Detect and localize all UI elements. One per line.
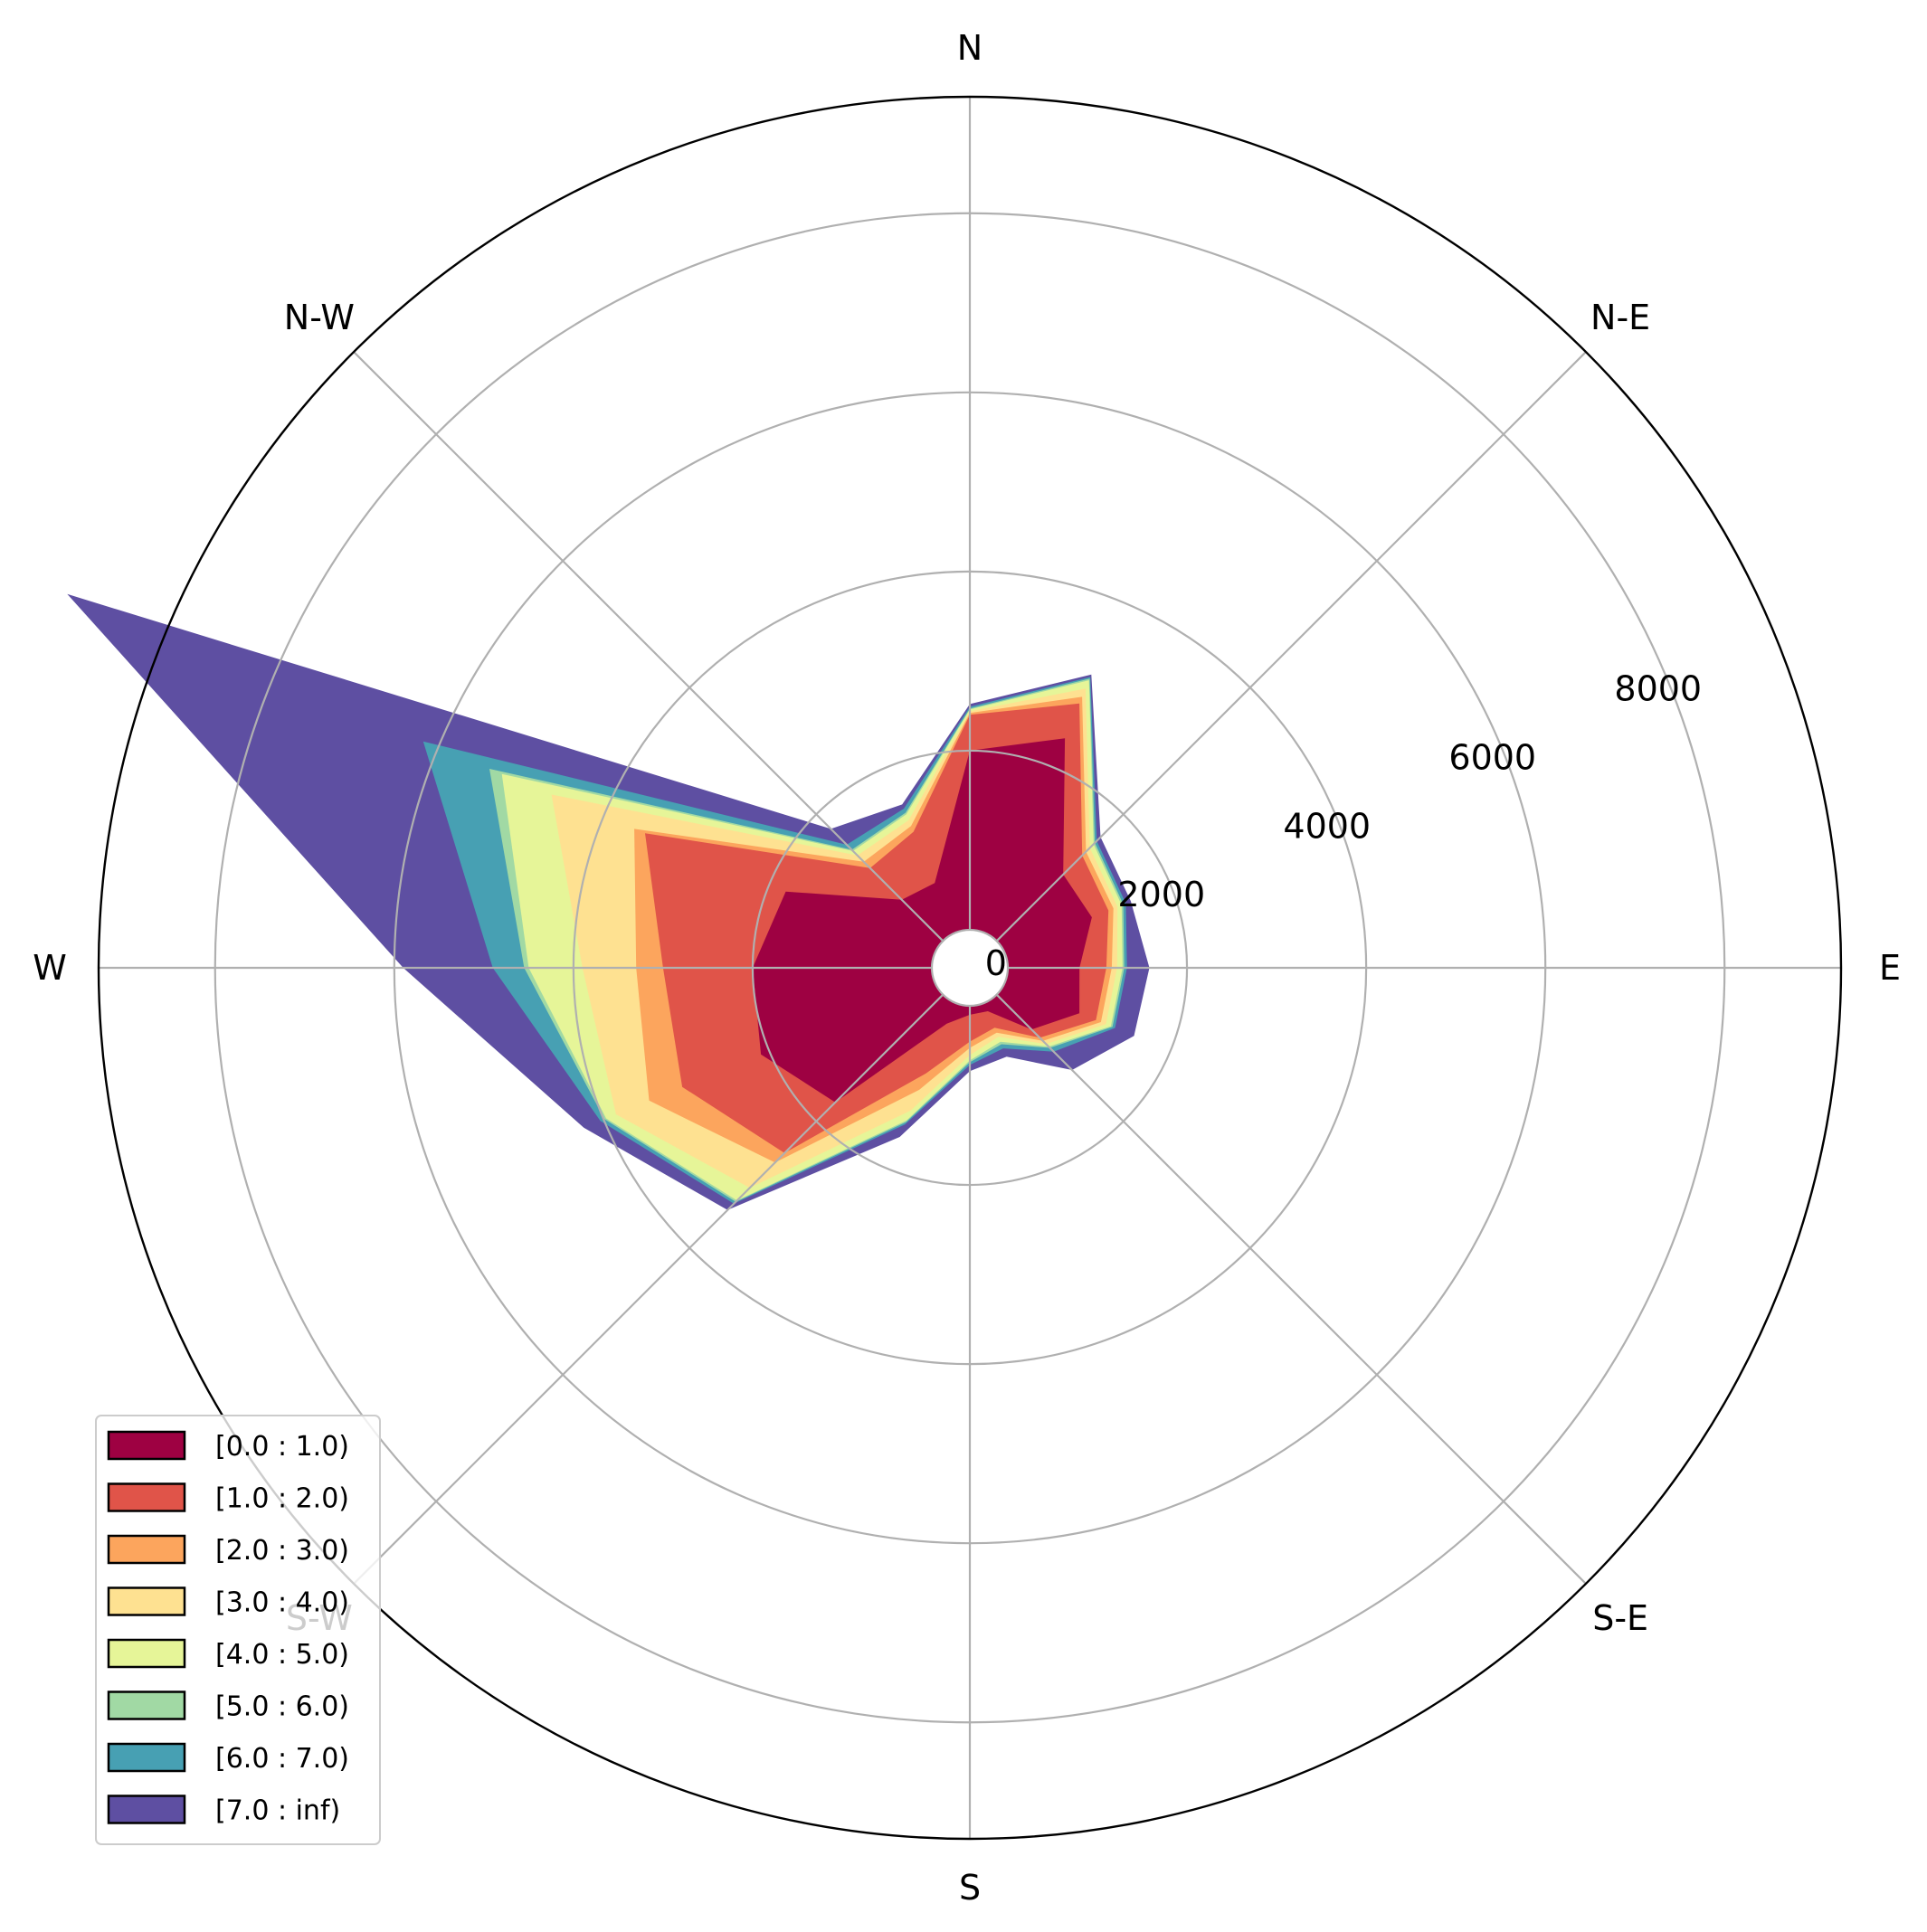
legend: [0.0 : 1.0) [1.0 : 2.0) [2.0 : 3.0) [3.0 : … bbox=[95, 1415, 381, 1845]
legend-swatch-7 bbox=[107, 1795, 186, 1824]
legend-label-5: [5.0 : 6.0) bbox=[215, 1691, 349, 1723]
radial-tick-0: 0 bbox=[985, 943, 1007, 983]
grid-spoke-7 bbox=[353, 351, 945, 942]
legend-swatch-6 bbox=[107, 1742, 186, 1773]
outer-ring bbox=[97, 95, 1843, 1841]
grid-spoke-1 bbox=[995, 351, 1587, 942]
direction-label-n: N bbox=[957, 28, 982, 68]
legend-label-4: [4.0 : 5.0) bbox=[215, 1639, 349, 1671]
direction-label-n-e: N-E bbox=[1590, 298, 1650, 337]
radial-tick-2000: 2000 bbox=[1117, 875, 1205, 914]
legend-label-3: [3.0 : 4.0) bbox=[215, 1587, 349, 1619]
radial-tick-8000: 8000 bbox=[1614, 669, 1702, 709]
legend-swatch-1 bbox=[107, 1482, 186, 1512]
direction-label-n-w: N-W bbox=[284, 298, 355, 337]
direction-label-e: E bbox=[1879, 948, 1901, 988]
wind-rose-areas bbox=[67, 593, 1150, 1210]
grid-spoke-3 bbox=[995, 993, 1587, 1585]
legend-swatch-3 bbox=[107, 1586, 186, 1616]
grid-spoke-5 bbox=[353, 993, 945, 1585]
legend-swatch-5 bbox=[107, 1690, 186, 1720]
radial-tick-4000: 4000 bbox=[1283, 806, 1371, 846]
radial-tick-labels: 0 2000 4000 6000 8000 bbox=[985, 669, 1702, 983]
direction-label-w: W bbox=[33, 948, 67, 988]
legend-label-2: [2.0 : 3.0) bbox=[215, 1535, 349, 1567]
legend-label-6: [6.0 : 7.0) bbox=[215, 1743, 349, 1775]
direction-label-s-e: S-E bbox=[1592, 1598, 1648, 1638]
legend-label-0: [0.0 : 1.0) bbox=[215, 1431, 349, 1463]
radial-tick-6000: 6000 bbox=[1448, 738, 1536, 778]
legend-label-7: [7.0 : inf) bbox=[215, 1795, 340, 1827]
legend-label-1: [1.0 : 2.0) bbox=[215, 1483, 349, 1515]
direction-label-s: S bbox=[959, 1868, 981, 1908]
legend-swatch-0 bbox=[107, 1430, 186, 1461]
polar-grid bbox=[97, 95, 1843, 1841]
legend-swatch-4 bbox=[107, 1638, 186, 1669]
legend-frame bbox=[95, 1415, 381, 1845]
legend-swatch-2 bbox=[107, 1534, 186, 1565]
